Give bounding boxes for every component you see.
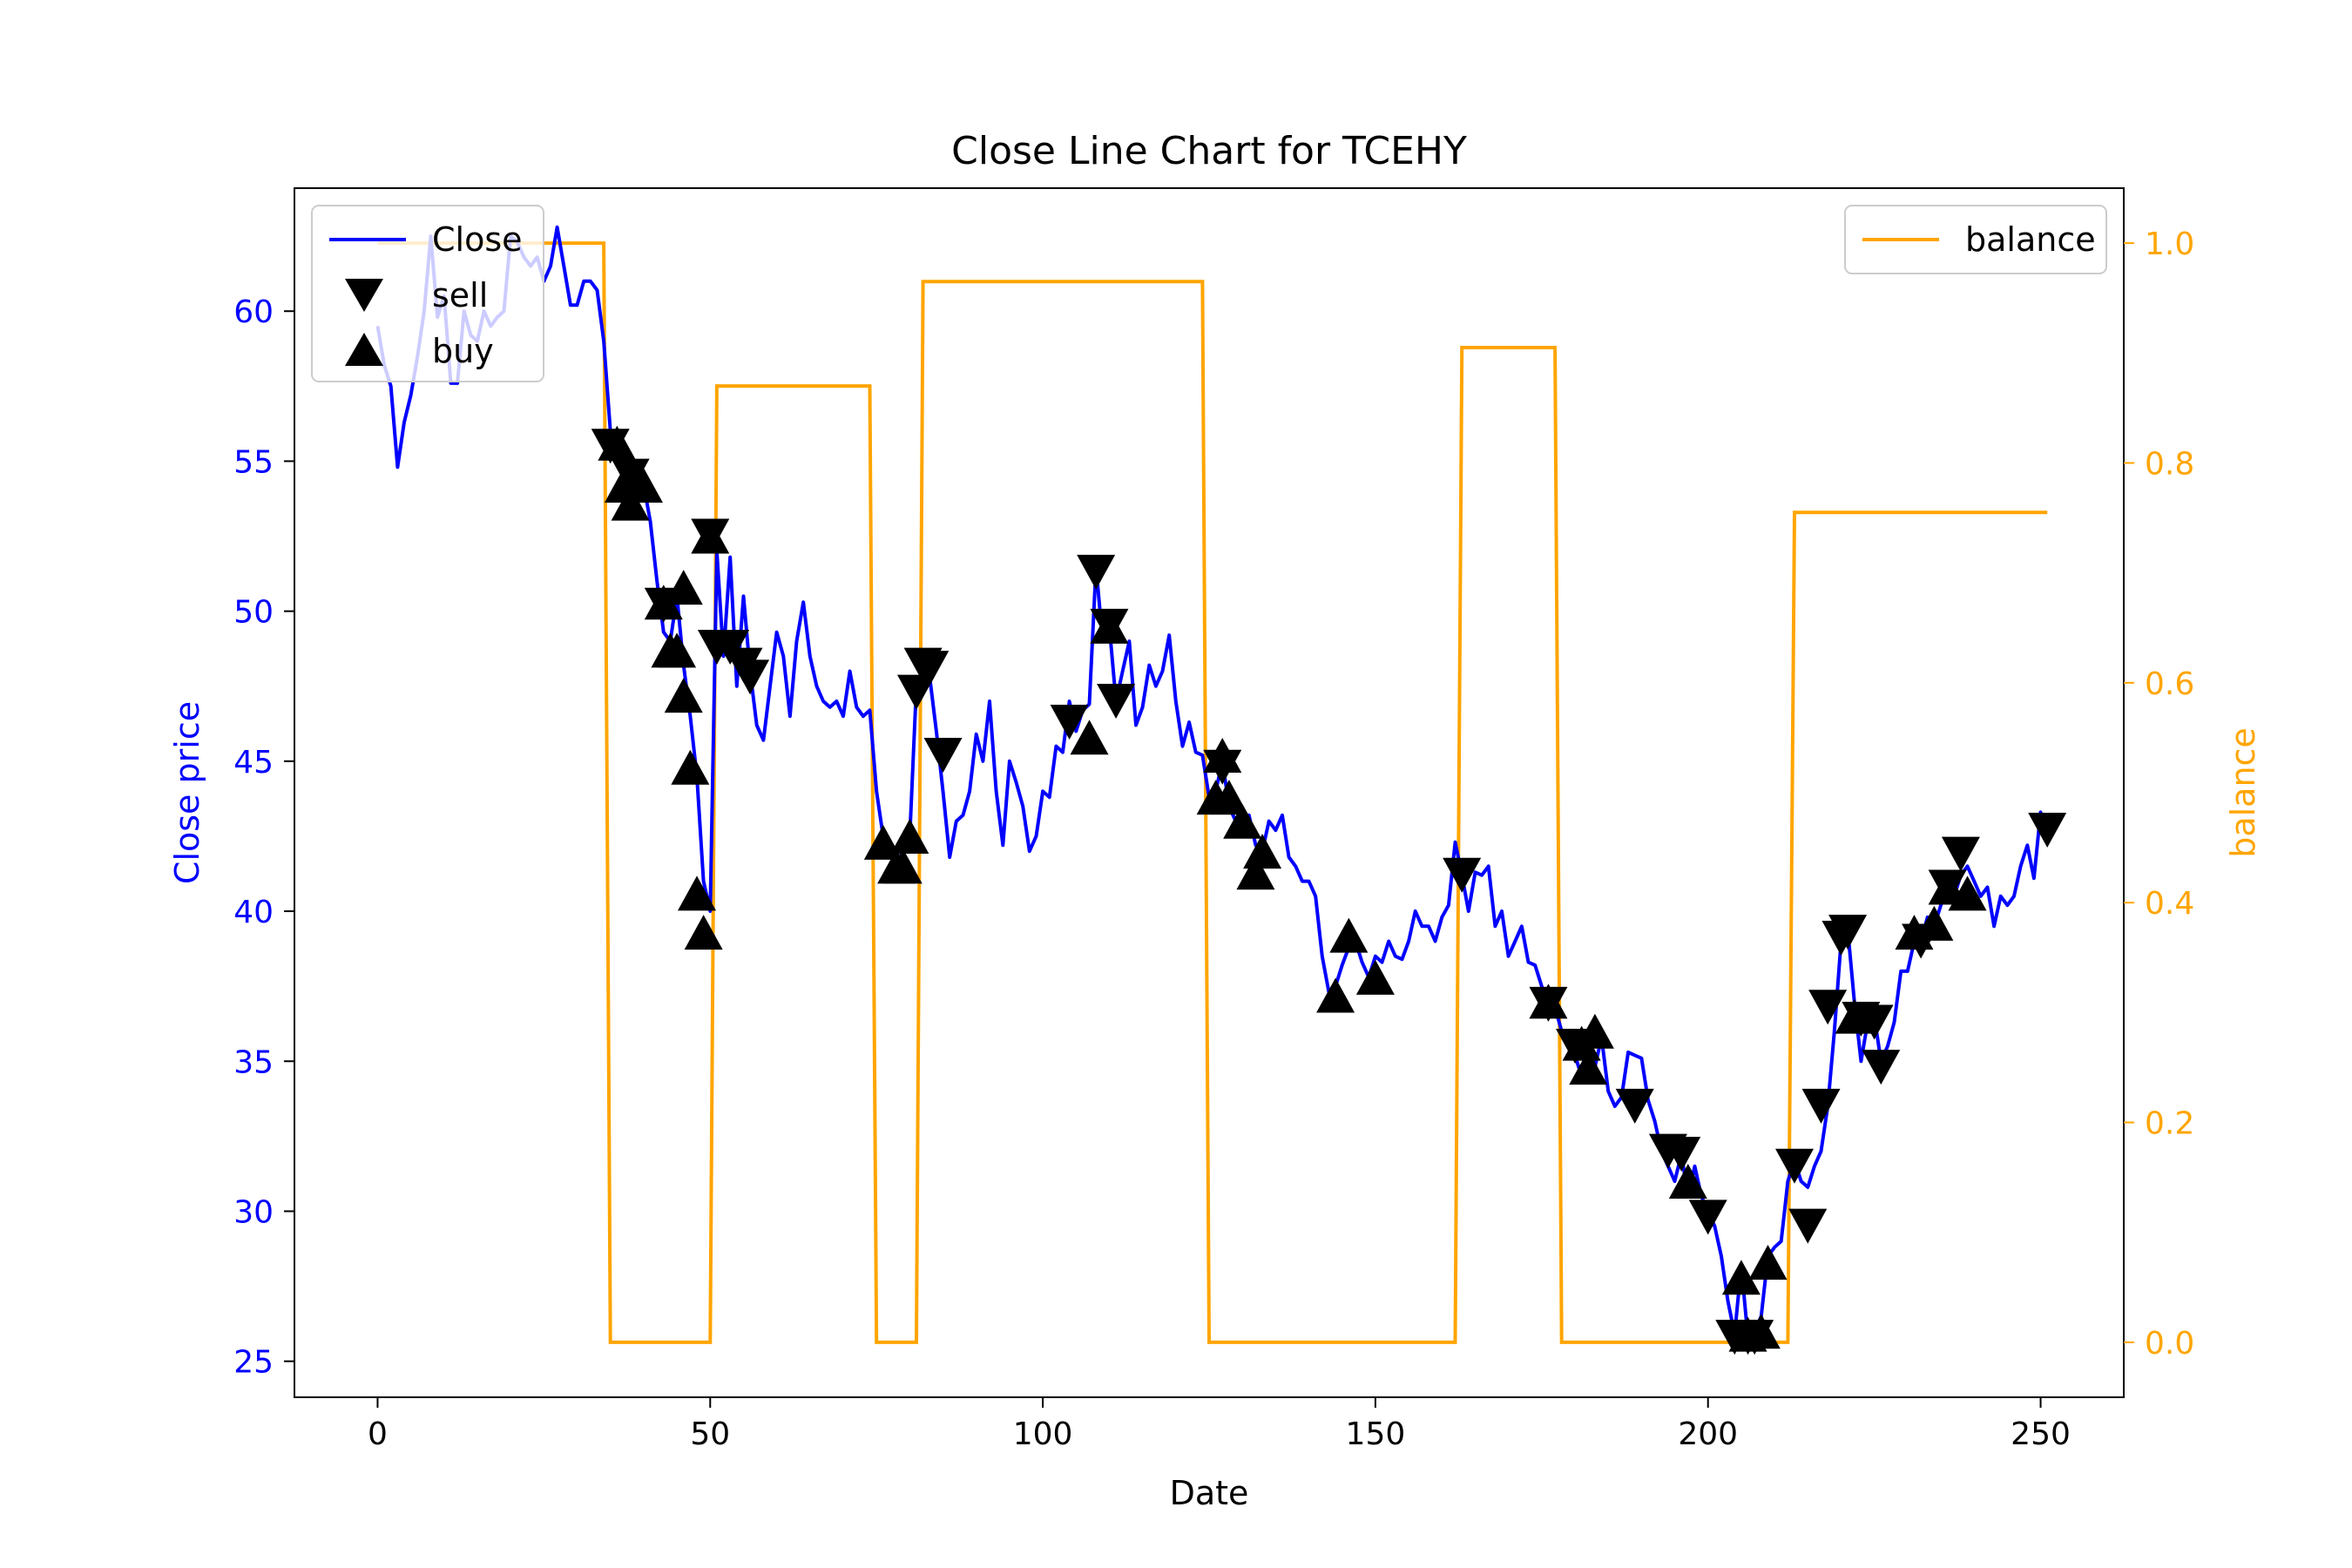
buy-marker-12	[691, 518, 730, 554]
buy-marker-6	[658, 632, 697, 668]
buy-marker-15	[883, 848, 923, 884]
buy-marker-30	[1569, 1050, 1608, 1085]
legend-balance-label: balance	[1965, 220, 2096, 259]
buy-marker-33	[1721, 1260, 1761, 1295]
sell-marker-22	[1662, 1137, 1701, 1173]
buy-marker-27	[1355, 959, 1395, 995]
sell-marker-29	[1801, 1088, 1841, 1124]
legend-sell-label: sell	[432, 276, 488, 314]
sell-marker-11	[923, 737, 963, 773]
y-right-tick-label-0.2: 0.2	[2145, 1106, 2194, 1142]
buy-marker-2	[611, 485, 650, 521]
y-axis-right: 0.0 0.2 0.4 0.6 0.8 1.0	[2124, 226, 2194, 1362]
sell-marker-10	[910, 651, 950, 686]
sell-marker-1	[611, 458, 650, 494]
sell-marker-34	[1855, 1004, 1894, 1040]
buy-marker-25	[1316, 977, 1355, 1013]
x-tick-label-0: 0	[368, 1416, 388, 1452]
buy-marker-20	[1203, 737, 1242, 773]
trade-markers	[591, 425, 2067, 1355]
legend-left: Close sell buy	[311, 205, 544, 382]
buy-marker-11	[684, 915, 723, 950]
buy-marker-31	[1575, 1013, 1614, 1049]
y-left-tick-label-40: 40	[233, 895, 274, 930]
legend-right: balance	[1844, 205, 2107, 274]
buy-marker-23	[1236, 855, 1275, 890]
y-left-tick-label-25: 25	[233, 1345, 274, 1381]
buy-marker-21	[1209, 780, 1248, 815]
buy-marker-7	[664, 570, 703, 605]
sell-marker-23	[1688, 1200, 1727, 1235]
y-axis-left-label: Close price	[168, 701, 206, 884]
y-axis-right-label: balance	[2224, 727, 2262, 858]
x-tick-label-150: 150	[1346, 1416, 1406, 1452]
legend-left-box	[311, 205, 544, 382]
buy-marker-39	[1915, 905, 1954, 941]
y-right-tick-label-0.8: 0.8	[2145, 446, 2194, 482]
balance-line	[377, 241, 2048, 1344]
buy-marker-32	[1668, 1164, 1707, 1200]
y-left-tick-label-30: 30	[233, 1194, 274, 1230]
sell-marker-13	[1077, 554, 1116, 590]
buy-marker-9	[671, 749, 710, 785]
sell-marker-30	[1808, 990, 1848, 1025]
sell-marker-38	[1941, 836, 1980, 872]
buy-marker-28	[1529, 983, 1568, 1019]
buy-marker-35	[1741, 1314, 1781, 1349]
buy-marker-4	[644, 585, 683, 620]
y-right-tick-label-1.0: 1.0	[2145, 226, 2194, 262]
sell-marker-8	[897, 674, 936, 710]
buy-marker-36	[1748, 1245, 1788, 1281]
y-left-tick-label-45: 45	[233, 745, 274, 781]
sell-marker-15	[1097, 683, 1136, 719]
y-left-tick-label-35: 35	[233, 1044, 274, 1080]
buy-marker-8	[664, 678, 703, 713]
legend-close-label: Close	[432, 220, 523, 259]
legend-buy-label: buy	[432, 332, 494, 370]
y-right-tick-label-0.0: 0.0	[2145, 1326, 2194, 1362]
y-left-tick-label-55: 55	[233, 444, 274, 480]
buy-marker-37	[1835, 998, 1874, 1034]
buy-marker-26	[1329, 917, 1369, 953]
sell-marker-28	[1788, 1208, 1828, 1244]
y-left-tick-label-50: 50	[233, 595, 274, 631]
sell-marker-5	[711, 629, 750, 665]
buy-marker-38	[1895, 915, 1934, 950]
legend-buy-swatch	[345, 333, 383, 366]
buy-marker-16	[890, 818, 929, 854]
sell-marker-7	[731, 659, 770, 695]
buy-marker-24	[1243, 834, 1282, 869]
buy-marker-17	[1070, 720, 1109, 755]
x-axis-label: Date	[1170, 1474, 1249, 1512]
buy-marker-22	[1223, 803, 1262, 839]
sell-marker-32	[1828, 915, 1868, 950]
sell-marker-35	[1862, 1050, 1901, 1085]
y-axis-left: 25 30 35 40 45 50 55 60	[233, 294, 294, 1381]
sell-marker-12	[1050, 705, 1089, 740]
chart-title: Close Line Chart for TCEHY	[951, 129, 1467, 173]
buy-marker-3	[624, 467, 663, 503]
buy-marker-10	[678, 875, 716, 911]
legend-right-box	[1844, 205, 2107, 274]
buy-marker-18	[1090, 608, 1129, 644]
legend-sell-swatch	[345, 279, 383, 312]
x-tick-label-250: 250	[2011, 1416, 2071, 1452]
buy-marker-41	[1948, 875, 1987, 911]
x-axis: 0 50 100 150 200 250	[368, 1397, 2071, 1452]
balance-series	[377, 241, 2048, 1344]
y-right-tick-label-0.4: 0.4	[2145, 886, 2194, 922]
x-tick-label-200: 200	[1678, 1416, 1738, 1452]
buy-marker-0	[598, 425, 637, 461]
sell-marker-27	[1775, 1148, 1814, 1184]
x-tick-label-50: 50	[690, 1416, 730, 1452]
plot-area	[375, 225, 2067, 1355]
x-tick-label-100: 100	[1013, 1416, 1073, 1452]
y-left-tick-label-60: 60	[233, 294, 274, 330]
y-right-tick-label-0.6: 0.6	[2145, 666, 2194, 702]
sell-marker-17	[1443, 857, 1482, 893]
sell-marker-39	[2028, 813, 2067, 848]
plot-frame	[294, 187, 2125, 1398]
sell-marker-20	[1615, 1088, 1654, 1124]
